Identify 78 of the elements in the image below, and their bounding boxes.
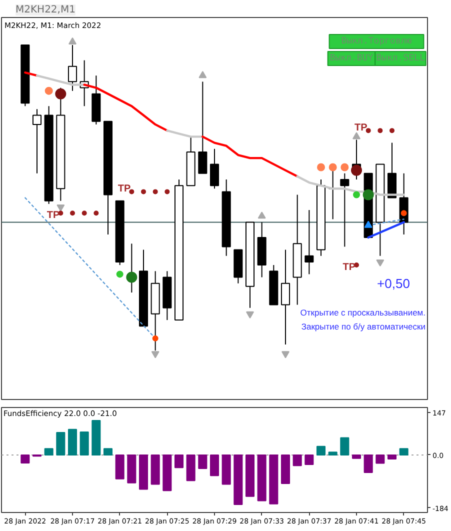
- candlestick: [210, 148, 220, 190]
- bar: [257, 454, 266, 502]
- point: [164, 189, 170, 194]
- bar: [269, 454, 278, 504]
- bar: [376, 454, 385, 464]
- annotation: TP: [118, 184, 131, 195]
- annotation: TP: [354, 122, 368, 134]
- point: [362, 189, 374, 200]
- annotation: +0,50: [377, 276, 410, 291]
- point: [70, 210, 75, 216]
- bar: [328, 452, 338, 456]
- point: [376, 259, 384, 267]
- candlestick: [340, 172, 350, 248]
- annotation: Выкл.BUY: [330, 54, 374, 64]
- bar: [304, 454, 314, 465]
- annotation: TP: [342, 262, 356, 274]
- point: [82, 210, 87, 216]
- bar: [20, 454, 30, 464]
- bar: [292, 454, 302, 466]
- candlestick: [198, 81, 208, 174]
- bar: [92, 420, 101, 456]
- point: [258, 212, 266, 219]
- annotation: Закрытие по б/у автоматически: [301, 322, 426, 332]
- bar: [280, 454, 290, 484]
- bar: [210, 454, 220, 476]
- bar: [138, 454, 148, 490]
- bar: [387, 454, 397, 460]
- bar: [364, 454, 373, 474]
- bar: [56, 432, 66, 456]
- point: [353, 191, 360, 198]
- bar: [399, 448, 408, 456]
- candlestick: [280, 249, 290, 345]
- annotation: Выкл.SELL: [376, 54, 425, 64]
- point: [44, 86, 53, 95]
- point: [328, 163, 337, 172]
- annotation: Открытие с проскальзыванием.: [300, 308, 426, 318]
- point: [126, 272, 138, 283]
- point: [94, 210, 99, 216]
- bar: [222, 454, 231, 485]
- bar: [127, 454, 136, 484]
- chart-title: M2KH22,M1: [16, 4, 76, 16]
- bar: [245, 454, 255, 497]
- bar: [198, 454, 208, 469]
- bar: [174, 454, 184, 468]
- point: [246, 311, 254, 318]
- point: [340, 163, 349, 172]
- bar: [44, 448, 54, 456]
- annotation: TP: [46, 210, 60, 222]
- bar: [186, 454, 196, 482]
- bar: [234, 454, 243, 505]
- candlestick: [68, 44, 78, 92]
- point: [378, 128, 383, 134]
- point: [364, 220, 372, 228]
- candlestick: [32, 108, 42, 174]
- point: [55, 88, 66, 100]
- point: [390, 128, 394, 134]
- annotation: Выкл.Торговлю: [341, 36, 412, 46]
- bar: [80, 431, 89, 456]
- point: [352, 132, 360, 140]
- candlestick: [304, 210, 314, 275]
- bar: [68, 428, 78, 456]
- bar: [103, 448, 113, 456]
- point: [141, 189, 146, 194]
- point: [198, 71, 207, 78]
- point: [317, 163, 325, 172]
- point: [152, 335, 158, 342]
- bar: [340, 437, 350, 456]
- bar: [150, 454, 160, 485]
- point: [282, 351, 290, 358]
- bar: [316, 446, 326, 456]
- bar: [352, 454, 362, 459]
- point: [116, 270, 124, 278]
- point: [151, 351, 160, 358]
- point: [68, 37, 76, 44]
- point: [152, 189, 158, 194]
- bar: [115, 454, 124, 480]
- bar: [162, 454, 172, 492]
- point: [56, 204, 65, 212]
